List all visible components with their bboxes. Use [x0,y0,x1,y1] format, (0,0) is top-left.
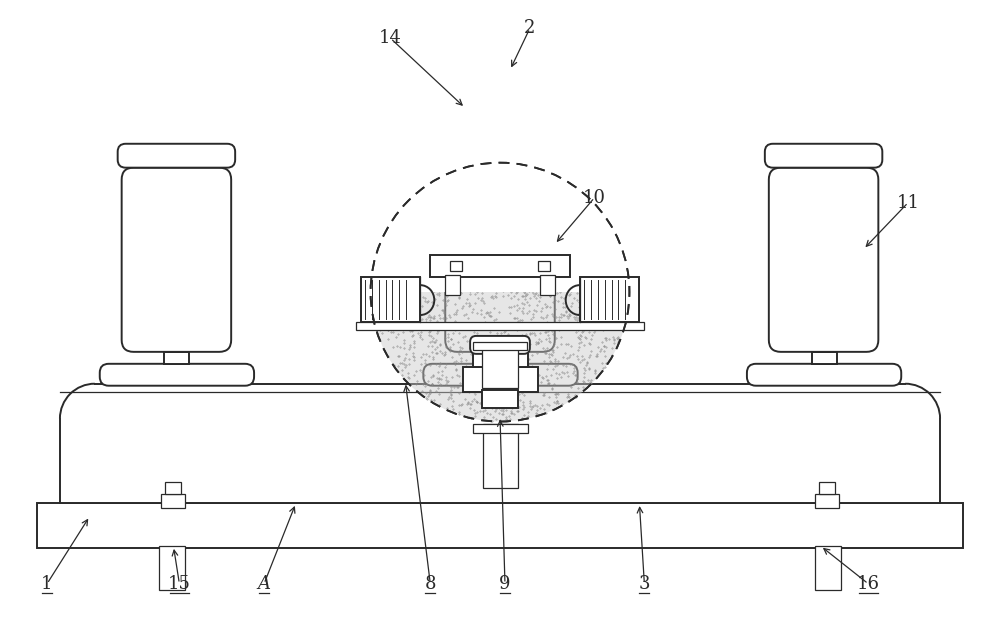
FancyBboxPatch shape [100,364,254,386]
Bar [159,546,185,590]
Bar [164,352,189,364]
Bar [812,352,837,364]
Bar [815,546,841,590]
FancyBboxPatch shape [423,364,578,386]
Bar [540,275,555,295]
Bar [60,383,940,503]
Bar [483,424,518,488]
Text: 14: 14 [379,29,402,47]
Bar [473,342,527,350]
Bar [473,424,528,434]
Bar [37,503,963,548]
Bar [161,494,185,508]
Text: 11: 11 [897,194,920,211]
Bar [463,367,538,392]
Text: 9: 9 [499,575,511,593]
Text: A: A [258,575,271,593]
FancyBboxPatch shape [441,144,559,168]
Bar [482,348,518,388]
Text: 1: 1 [41,575,53,593]
Text: 15: 15 [168,575,191,593]
Bar [580,277,639,322]
Text: 3: 3 [639,575,650,593]
Bar [450,261,462,271]
Text: 2: 2 [524,19,536,38]
Bar [488,352,513,364]
Text: 8: 8 [425,575,436,593]
FancyBboxPatch shape [769,168,878,352]
Bar [473,352,528,367]
FancyBboxPatch shape [118,144,235,168]
Circle shape [371,162,629,422]
Bar [538,261,550,271]
Bar [819,482,835,494]
Text: 16: 16 [857,575,880,593]
Bar [356,322,644,330]
Bar [482,390,518,408]
FancyBboxPatch shape [765,144,882,168]
Bar [165,482,181,494]
Bar [445,275,460,295]
FancyBboxPatch shape [470,336,530,354]
Bar [371,153,629,292]
FancyBboxPatch shape [747,364,901,386]
FancyBboxPatch shape [445,168,555,352]
Bar [361,277,420,322]
Text: 10: 10 [583,189,606,206]
Bar [815,494,839,508]
Bar [366,93,634,292]
FancyBboxPatch shape [122,168,231,352]
Bar [430,255,570,277]
